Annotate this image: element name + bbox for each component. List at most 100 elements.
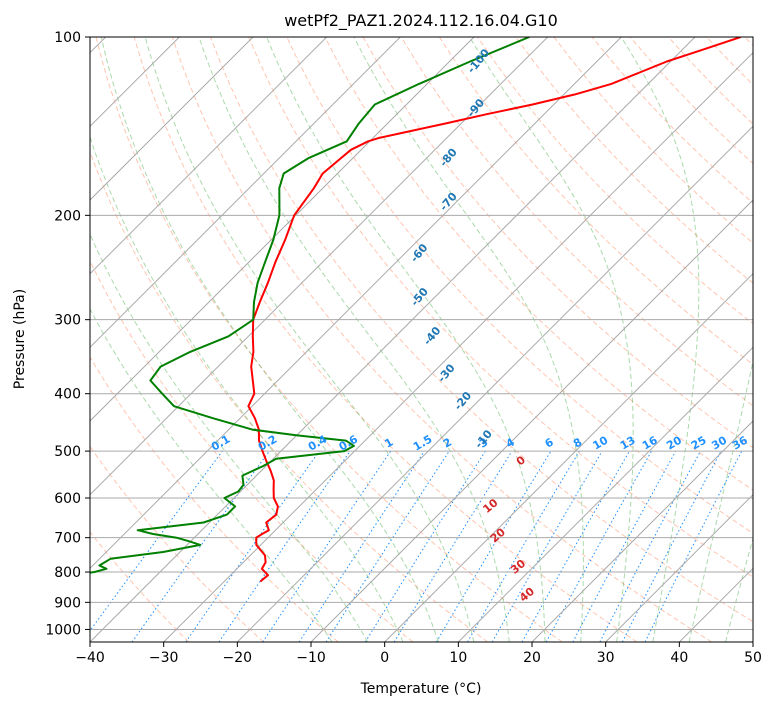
isotherm-line <box>90 37 622 570</box>
dry-adiabat-label: -30 <box>435 361 458 385</box>
x-axis: −40 −30 −20 −10 0 10 20 30 40 50 <box>75 642 762 666</box>
isotherm-line <box>384 272 753 642</box>
temperature-profile <box>247 37 742 583</box>
mixing-ratio-line <box>90 450 223 632</box>
mixing-ratio-line <box>644 450 743 642</box>
isotherm-line <box>236 125 753 642</box>
x-tick-label: −20 <box>223 650 253 666</box>
isotherm-line <box>531 420 753 642</box>
x-tick-label: 10 <box>449 650 467 666</box>
dry-adiabat-label: -100 <box>465 46 493 76</box>
dry-adiabat-line <box>591 37 753 204</box>
y-tick-label: 500 <box>54 444 81 460</box>
mixing-ratio-label: 0.6 <box>337 432 361 453</box>
moist-adiabat-label: 40 <box>517 585 537 605</box>
mixing-ratio-line <box>325 450 450 642</box>
isotherm-line <box>752 641 753 642</box>
isobars <box>90 37 753 630</box>
x-tick-label: 20 <box>523 650 541 666</box>
isotherm-line <box>90 37 549 496</box>
isotherm-line <box>678 567 753 642</box>
mixing-ratio-label: 20 <box>664 433 684 452</box>
isotherm-line <box>90 37 475 422</box>
dry-adiabat-line <box>248 37 753 578</box>
moist-adiabat-line <box>620 37 700 642</box>
y-tick-label: 1000 <box>45 622 81 638</box>
dry-adiabat-line <box>324 37 753 491</box>
isotherm-line <box>310 199 753 642</box>
dry-adiabat-line <box>706 37 753 86</box>
mixing-ratio-line <box>262 450 392 642</box>
dry-adiabat-label: -10 <box>472 427 495 451</box>
mixing-ratio-label: 25 <box>689 434 709 453</box>
moist-adiabat-line <box>198 37 510 642</box>
y-tick-label: 700 <box>54 531 81 547</box>
mixing-ratio-line <box>545 450 653 642</box>
mixing-ratio-line <box>218 450 351 642</box>
mixing-ratio-label: 30 <box>709 433 729 452</box>
moist-adiabat-line <box>100 37 439 642</box>
isotherm-line <box>605 493 753 642</box>
profiles <box>90 37 742 583</box>
moist-adiabat-label: 20 <box>488 525 508 545</box>
dry-adiabat-line <box>553 37 753 244</box>
x-tick-label: −40 <box>75 650 105 666</box>
mixing-ratio-line <box>599 450 701 642</box>
dry-adiabat-line <box>133 37 638 642</box>
y-tick-label: 400 <box>54 387 81 403</box>
moist-adiabats <box>90 37 753 642</box>
mixing-ratio-line <box>131 450 270 642</box>
dry-adiabat-label: -20 <box>452 389 475 413</box>
dry-adiabat-line <box>515 37 753 284</box>
dry-adiabat-line <box>744 37 753 47</box>
moist-adiabat-line <box>725 536 753 642</box>
mixing-ratio-line <box>621 450 722 642</box>
dry-adiabat-line <box>210 37 753 623</box>
moist-adiabat-line <box>90 308 333 642</box>
mixing-ratio-label: 1 <box>382 436 395 451</box>
mixing-ratio-label: 10 <box>591 433 611 452</box>
mixing-ratio-line <box>435 450 552 642</box>
isotherm-line <box>457 346 753 642</box>
dry-adiabat-label: -70 <box>437 190 460 214</box>
dry-adiabats <box>90 37 753 642</box>
y-tick-label: 600 <box>54 491 81 507</box>
moist-adiabat-label: 0 <box>514 453 528 468</box>
dry-adiabat-line <box>90 259 414 642</box>
dry-adiabat-line <box>90 150 488 642</box>
isotherm-line <box>90 37 328 275</box>
mixing-ratio-lines <box>90 450 743 642</box>
dry-adiabat-line <box>171 37 712 642</box>
dry-adiabat-line <box>668 37 753 125</box>
dewpoint-profile <box>90 37 530 574</box>
dry-adiabat-line <box>95 37 563 642</box>
y-tick-label: 200 <box>54 208 81 224</box>
mixing-ratio-line <box>521 450 630 642</box>
dry-adiabat-line <box>438 37 753 366</box>
mixing-ratio-label: 0.4 <box>306 432 330 453</box>
isotherms <box>90 37 753 642</box>
mixing-ratio-line <box>298 450 425 642</box>
chart-title: wetPf2_PAZ1.2024.112.16.04.G10 <box>284 11 558 31</box>
isotherm-line <box>163 51 753 642</box>
mixing-ratio-label: 16 <box>640 433 660 452</box>
line-labels: 0.1 0.2 0.4 0.6 1 1.5 2 3 4 6 8 10 13 16 20 25 30 36-100-… <box>209 46 750 604</box>
mixing-ratio-label: 13 <box>618 434 638 453</box>
dry-adiabat-line <box>477 37 753 325</box>
dry-adiabat-label: -50 <box>408 285 431 309</box>
y-tick-label: 300 <box>54 313 81 329</box>
dry-adiabat-line <box>90 531 190 642</box>
dry-adiabat-line <box>400 37 753 407</box>
y-tick-label: 100 <box>54 30 81 46</box>
x-tick-label: −10 <box>296 650 326 666</box>
x-tick-label: 40 <box>670 650 688 666</box>
mixing-ratio-label: 6 <box>543 435 556 450</box>
isotherm-line <box>90 37 254 201</box>
moist-adiabat-line <box>90 232 369 642</box>
mixing-ratio-line <box>393 450 513 642</box>
plot-area: 0.1 0.2 0.4 0.6 1 1.5 2 3 4 6 8 10 13 16 20 25 30 36-100-… <box>90 37 753 642</box>
moist-adiabat-line <box>90 135 404 642</box>
x-tick-label: −30 <box>149 650 179 666</box>
dry-adiabat-label: -60 <box>408 241 431 265</box>
